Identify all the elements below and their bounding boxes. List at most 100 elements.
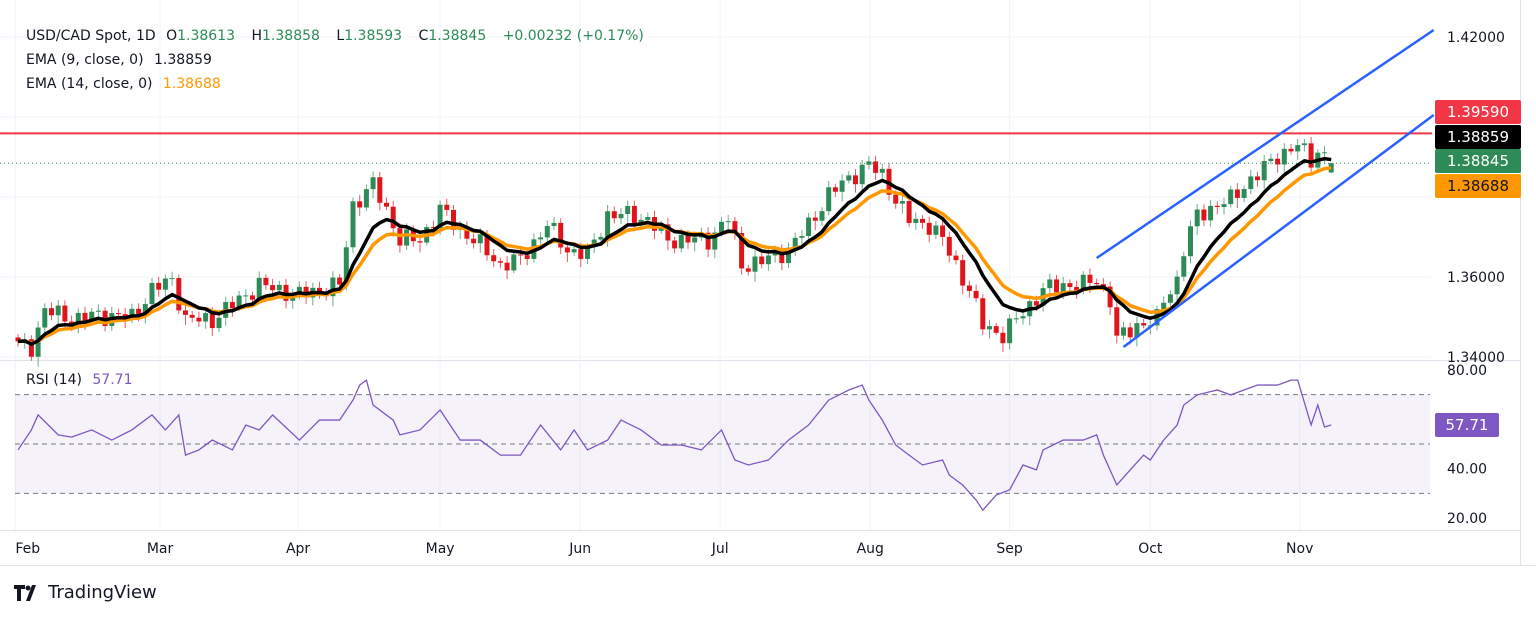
candle: [752, 256, 758, 272]
month-label: Jul: [711, 541, 729, 557]
candle: [1087, 274, 1093, 283]
candle: [846, 175, 852, 181]
last-price-tag: 1.38845: [1435, 149, 1521, 173]
candle: [55, 305, 61, 316]
price-axis-label: 1.42000: [1447, 30, 1505, 46]
candle: [1047, 279, 1053, 289]
candle: [176, 278, 182, 311]
candle: [1295, 145, 1301, 152]
candle: [705, 232, 711, 250]
candle: [1275, 158, 1281, 165]
candle: [598, 236, 604, 240]
candle: [1261, 161, 1267, 181]
candle: [987, 326, 992, 330]
candle: [156, 282, 162, 290]
price-axis-label: 1.34000: [1447, 350, 1505, 366]
candle: [571, 249, 577, 253]
candle: [236, 295, 242, 309]
candle: [792, 237, 798, 248]
rsi-line: [17, 379, 1332, 512]
candle: [357, 201, 363, 208]
candle: [1241, 189, 1247, 198]
candle: [1100, 284, 1106, 287]
ema14-line: [17, 166, 1332, 345]
candle: [1167, 294, 1173, 303]
candle: [296, 286, 302, 294]
candle: [1054, 279, 1059, 293]
month-label: May: [426, 541, 455, 557]
candle: [645, 217, 651, 220]
candle: [1094, 282, 1100, 285]
candle: [1281, 148, 1287, 165]
brand-name: TradingView: [48, 582, 157, 603]
candle: [377, 177, 383, 203]
tradingview-logo-icon: [14, 584, 36, 601]
candle: [149, 282, 155, 305]
candle: [839, 180, 845, 192]
channel-upper-line: [1095, 28, 1435, 260]
candle: [799, 236, 805, 238]
candle: [1322, 152, 1327, 154]
candle: [1107, 286, 1113, 308]
candle: [75, 312, 81, 327]
candle: [1121, 327, 1126, 336]
candle: [1000, 332, 1006, 344]
candle: [812, 217, 818, 221]
ohlc-low: L1.38593: [336, 28, 408, 44]
candle: [491, 255, 497, 262]
resistance-price-tag: 1.39590: [1435, 100, 1521, 124]
close-label: C: [418, 28, 429, 44]
candle: [1033, 301, 1039, 306]
candle: [1255, 176, 1260, 181]
ema9-price-tag: 1.38859: [1435, 125, 1521, 149]
candle: [243, 295, 249, 297]
month-label: Jun: [568, 541, 591, 557]
candle: [183, 310, 188, 315]
candle: [484, 234, 490, 256]
candle: [832, 187, 838, 192]
ohlc-open: O1.38613: [166, 28, 241, 44]
ohlc-high: H1.38858: [251, 28, 325, 44]
candle: [899, 201, 905, 204]
tradingview-logo[interactable]: TradingView: [14, 582, 157, 603]
candle: [350, 201, 356, 248]
candle: [953, 255, 959, 261]
candle: [779, 250, 785, 264]
candle: [471, 238, 477, 244]
candle: [692, 237, 698, 243]
candle: [1301, 143, 1307, 146]
candle: [1228, 189, 1234, 205]
candle: [1080, 274, 1086, 292]
candle: [129, 308, 135, 319]
candle: [497, 261, 503, 263]
candle: [1214, 205, 1220, 208]
price-axis-label: 1.36000: [1447, 270, 1505, 286]
candle: [1288, 148, 1294, 152]
candle: [678, 234, 684, 249]
candles: [15, 136, 1334, 367]
candle: [189, 314, 195, 318]
candle: [1234, 189, 1240, 198]
candle: [430, 227, 436, 229]
candle: [270, 285, 276, 291]
candle: [1067, 283, 1073, 287]
candle: [625, 205, 631, 215]
candle: [564, 247, 570, 253]
close-value: 1.38845: [428, 28, 487, 44]
candle: [1248, 176, 1254, 190]
candle: [578, 249, 584, 259]
candle: [28, 339, 34, 357]
candle: [62, 305, 68, 322]
candle: [732, 221, 738, 234]
candle: [893, 194, 899, 204]
month-label: Feb: [15, 541, 40, 557]
candle: [15, 337, 21, 342]
candle: [739, 233, 745, 269]
candle: [806, 217, 812, 237]
candle: [906, 201, 912, 223]
candle: [162, 278, 168, 290]
candle: [558, 222, 564, 248]
ema9-label: EMA (9, close, 0): [26, 52, 144, 68]
ema14-legend: EMA (14, close, 0) 1.38688: [26, 76, 227, 92]
